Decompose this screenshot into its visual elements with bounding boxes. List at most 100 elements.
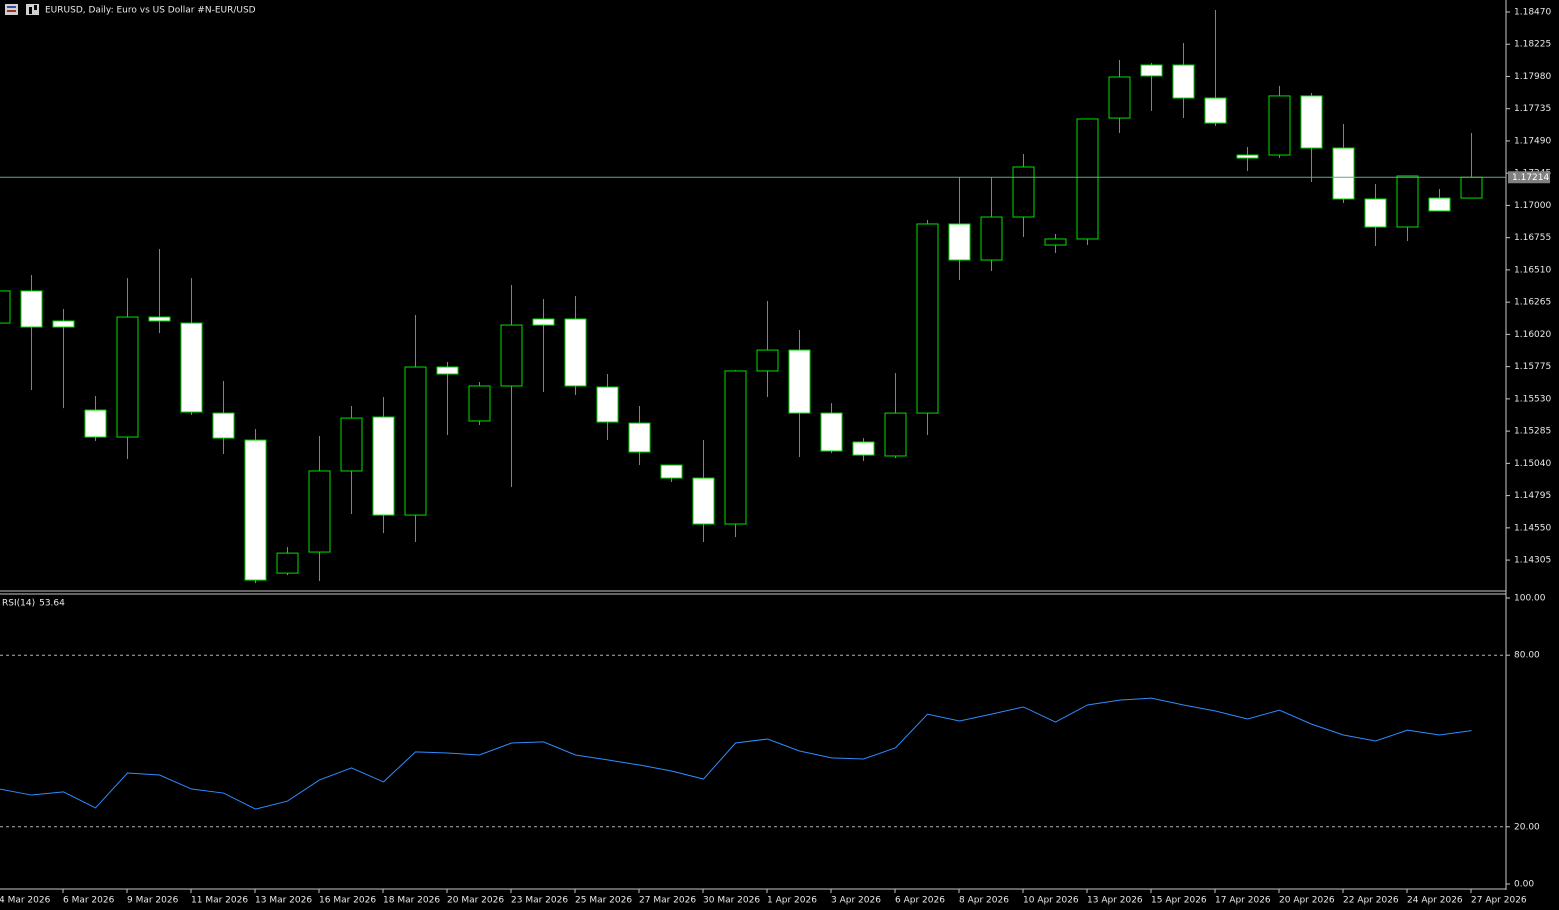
y-tick-label: 1.15040	[1514, 459, 1551, 469]
candle-body	[52, 320, 75, 328]
x-tick-label: 11 Mar 2026	[191, 896, 248, 906]
y-tick-label: 1.17490	[1514, 136, 1551, 146]
candle-body	[148, 316, 171, 322]
candle-body	[1044, 238, 1067, 246]
x-tick-label: 6 Mar 2026	[63, 896, 115, 906]
icon	[7, 6, 16, 8]
candle-body	[212, 412, 235, 439]
y-tick-label: 1.18470	[1514, 7, 1551, 17]
candle-body	[788, 349, 811, 414]
x-tick-label: 25 Mar 2026	[575, 896, 632, 906]
y-tick-label: 100.00	[1514, 594, 1546, 604]
icon	[34, 5, 37, 10]
x-tick-label: 13 Apr 2026	[1087, 896, 1143, 906]
candle-body	[852, 441, 875, 456]
candle-body	[596, 386, 619, 423]
y-tick-label: 0.00	[1514, 880, 1534, 890]
icon	[26, 4, 39, 15]
x-tick-label: 15 Apr 2026	[1151, 896, 1207, 906]
y-tick-label: 1.14550	[1514, 523, 1551, 533]
candle-body	[1140, 64, 1163, 77]
y-tick-label: 1.16020	[1514, 330, 1551, 340]
candle-body	[180, 322, 203, 413]
price-label: 1.17214	[1512, 173, 1549, 183]
y-tick-label: 1.16510	[1514, 265, 1551, 275]
candle-body	[660, 464, 683, 479]
chart-title: EURUSD, Daily: Euro vs US Dollar #N-EUR/…	[45, 6, 256, 16]
candle-body	[308, 470, 331, 553]
candle-body	[340, 417, 363, 472]
candle-body	[692, 477, 715, 525]
x-tick-label: 4 Mar 2026	[0, 896, 51, 906]
y-tick-label: 1.14795	[1514, 491, 1551, 501]
candle-body	[0, 290, 11, 324]
candle-body	[1300, 95, 1323, 149]
x-tick-label: 1 Apr 2026	[767, 896, 817, 906]
candle-body	[116, 316, 139, 438]
indicator-value: 53.64	[39, 599, 65, 609]
candle-body	[404, 366, 427, 516]
candle-body	[532, 318, 555, 326]
x-tick-label: 9 Mar 2026	[127, 896, 179, 906]
candle-body	[468, 385, 491, 422]
y-tick-label: 1.15775	[1514, 362, 1551, 372]
y-tick-label: 20.00	[1514, 822, 1540, 832]
candle-body	[1172, 64, 1195, 99]
x-tick-label: 6 Apr 2026	[895, 896, 945, 906]
symbol-icons	[5, 4, 39, 15]
candle-body	[916, 223, 939, 414]
icon	[7, 10, 16, 12]
x-tick-label: 30 Mar 2026	[703, 896, 760, 906]
indicator-name: RSI(14)	[2, 599, 35, 609]
x-tick-label: 22 Apr 2026	[1343, 896, 1399, 906]
x-tick-label: 3 Apr 2026	[831, 896, 881, 906]
x-tick-label: 20 Mar 2026	[447, 896, 504, 906]
price-label-box	[1508, 171, 1550, 184]
x-tick-label: 27 Mar 2026	[639, 896, 696, 906]
icon	[5, 4, 18, 15]
icon	[29, 7, 32, 14]
x-tick-label: 27 Apr 2026	[1471, 896, 1527, 906]
candle-body	[1332, 147, 1355, 200]
candle-body	[84, 409, 107, 438]
candle-body	[820, 412, 843, 452]
y-tick-label: 1.17735	[1514, 104, 1551, 114]
candle-body	[884, 412, 907, 457]
candle-body	[948, 223, 971, 261]
x-tick-label: 16 Mar 2026	[319, 896, 376, 906]
candle-body	[276, 552, 299, 574]
candle-body	[1428, 197, 1451, 212]
candle-body	[1012, 166, 1035, 218]
candle-body	[1204, 97, 1227, 124]
x-tick-label: 8 Apr 2026	[959, 896, 1009, 906]
candle-body	[1460, 176, 1483, 199]
candle-body	[500, 324, 523, 387]
candle-body	[20, 290, 43, 328]
y-tick-label: 1.17000	[1514, 201, 1551, 211]
candle-body	[564, 318, 587, 387]
y-tick-label: 1.15530	[1514, 394, 1551, 404]
y-tick-label: 1.15285	[1514, 427, 1551, 437]
x-tick-label: 23 Mar 2026	[511, 896, 568, 906]
candle-body	[628, 422, 651, 453]
x-tick-label: 24 Apr 2026	[1407, 896, 1463, 906]
y-tick-label: 1.16265	[1514, 298, 1551, 308]
x-tick-label: 13 Mar 2026	[255, 896, 312, 906]
y-tick-label: 1.18225	[1514, 40, 1551, 50]
x-tick-label: 10 Apr 2026	[1023, 896, 1079, 906]
candle-body	[1076, 118, 1099, 240]
candle-body	[1396, 175, 1419, 228]
candle-body	[980, 216, 1003, 261]
x-tick-label: 17 Apr 2026	[1215, 896, 1271, 906]
y-tick-label: 1.14305	[1514, 556, 1551, 566]
y-tick-label: 80.00	[1514, 651, 1540, 661]
y-tick-label: 1.17980	[1514, 72, 1551, 82]
y-tick-label: 1.16755	[1514, 233, 1551, 243]
candle-body	[1236, 154, 1259, 159]
x-tick-label: 20 Apr 2026	[1279, 896, 1335, 906]
candle-body	[1108, 76, 1131, 119]
indicator-line	[0, 697, 1472, 810]
candle-body	[756, 349, 779, 372]
